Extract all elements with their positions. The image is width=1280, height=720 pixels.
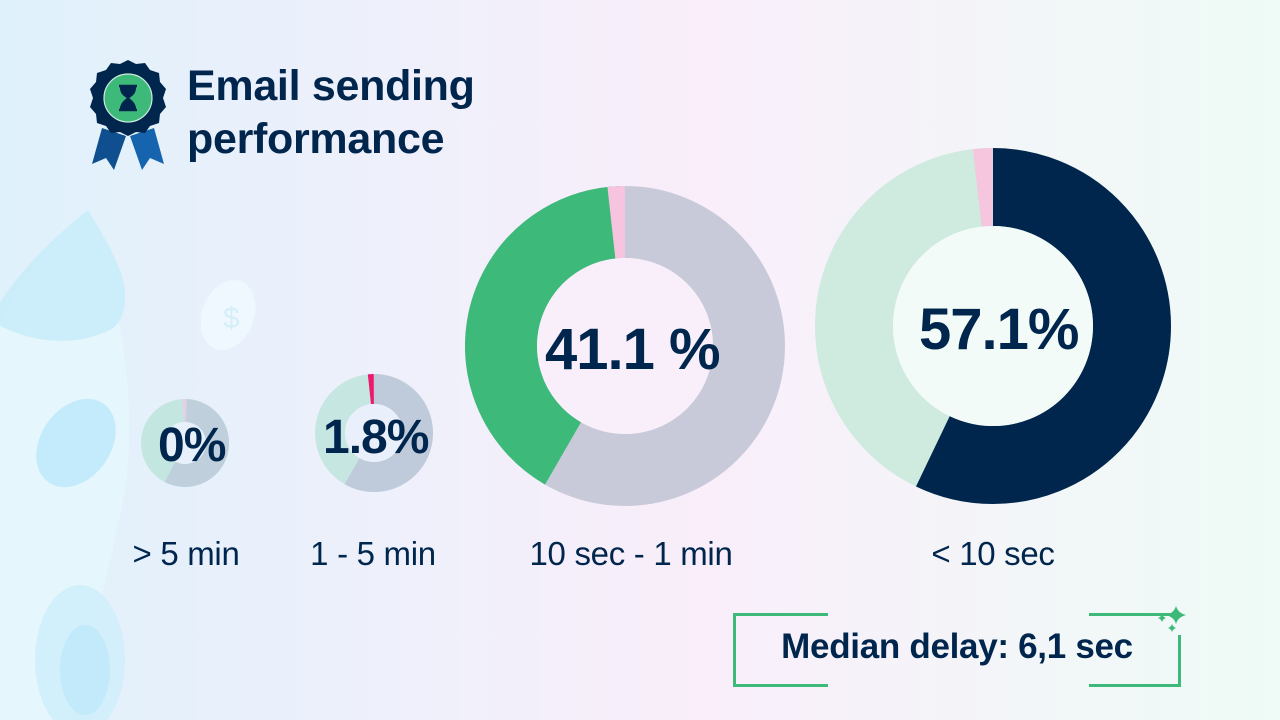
rocket-illustration — [0, 210, 130, 720]
bracket-right — [1089, 613, 1181, 687]
donut-value-under-10-sec: 57.1% — [919, 297, 1079, 362]
coin-icon: $ — [200, 280, 256, 350]
donut-chart-under-10-sec — [815, 148, 1171, 504]
donut-label-under-10-sec: < 10 sec — [931, 535, 1055, 572]
page-title: Email sending performance — [187, 60, 475, 166]
donut-chart-1-5-min — [315, 374, 433, 492]
donut-label-1-5-min: 1 - 5 min — [310, 535, 436, 572]
title-line-2: performance — [187, 115, 445, 163]
donut-value-10-sec-1-min: 41.1 % — [545, 317, 721, 382]
donut-value-over-5-min: 0% — [158, 419, 226, 472]
donut-label-over-5-min: > 5 min — [132, 535, 240, 572]
bracket-left — [733, 613, 828, 687]
bracket-right-edge — [1178, 635, 1181, 684]
donut-chart-over-5-min — [141, 399, 229, 487]
title-line-1: Email sending — [187, 62, 475, 110]
median-delay-text: Median delay: 6,1 sec — [781, 627, 1133, 666]
donut-value-1-5-min: 1.8% — [323, 411, 429, 464]
donut-label-10-sec-1-min: 10 sec - 1 min — [529, 535, 733, 572]
hourglass-award-icon — [90, 60, 166, 170]
svg-text:$: $ — [223, 302, 240, 335]
median-delay-callout: Median delay: 6,1 sec — [733, 613, 1181, 687]
donut-chart-10-sec-1-min — [465, 186, 785, 506]
